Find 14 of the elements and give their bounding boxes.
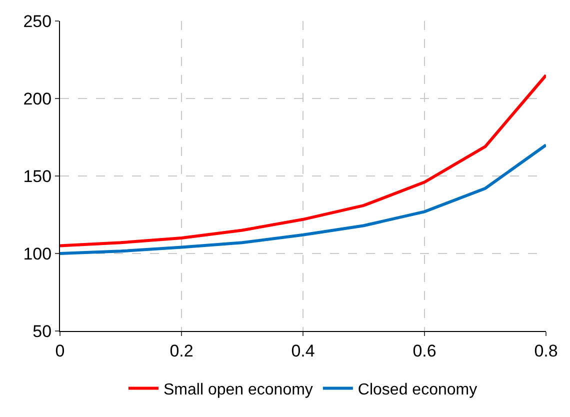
x-tick-label: 0.2 (170, 341, 194, 360)
y-tick-label: 250 (23, 12, 52, 31)
x-tick-label: 0 (55, 341, 65, 360)
y-tick-label: 150 (23, 166, 52, 186)
legend-label: Closed economy (358, 381, 478, 398)
line-series (60, 144, 546, 255)
y-tick-label: 200 (23, 89, 52, 108)
x-tick-label: 0.6 (412, 341, 436, 360)
line-series (60, 74, 546, 248)
legend-label: Small open economy (164, 381, 313, 398)
y-tick-label: 100 (23, 244, 52, 264)
y-tick-label: 50 (32, 322, 52, 341)
x-tick-label: 0.8 (534, 341, 558, 360)
x-tick-label: 0.4 (291, 341, 315, 360)
